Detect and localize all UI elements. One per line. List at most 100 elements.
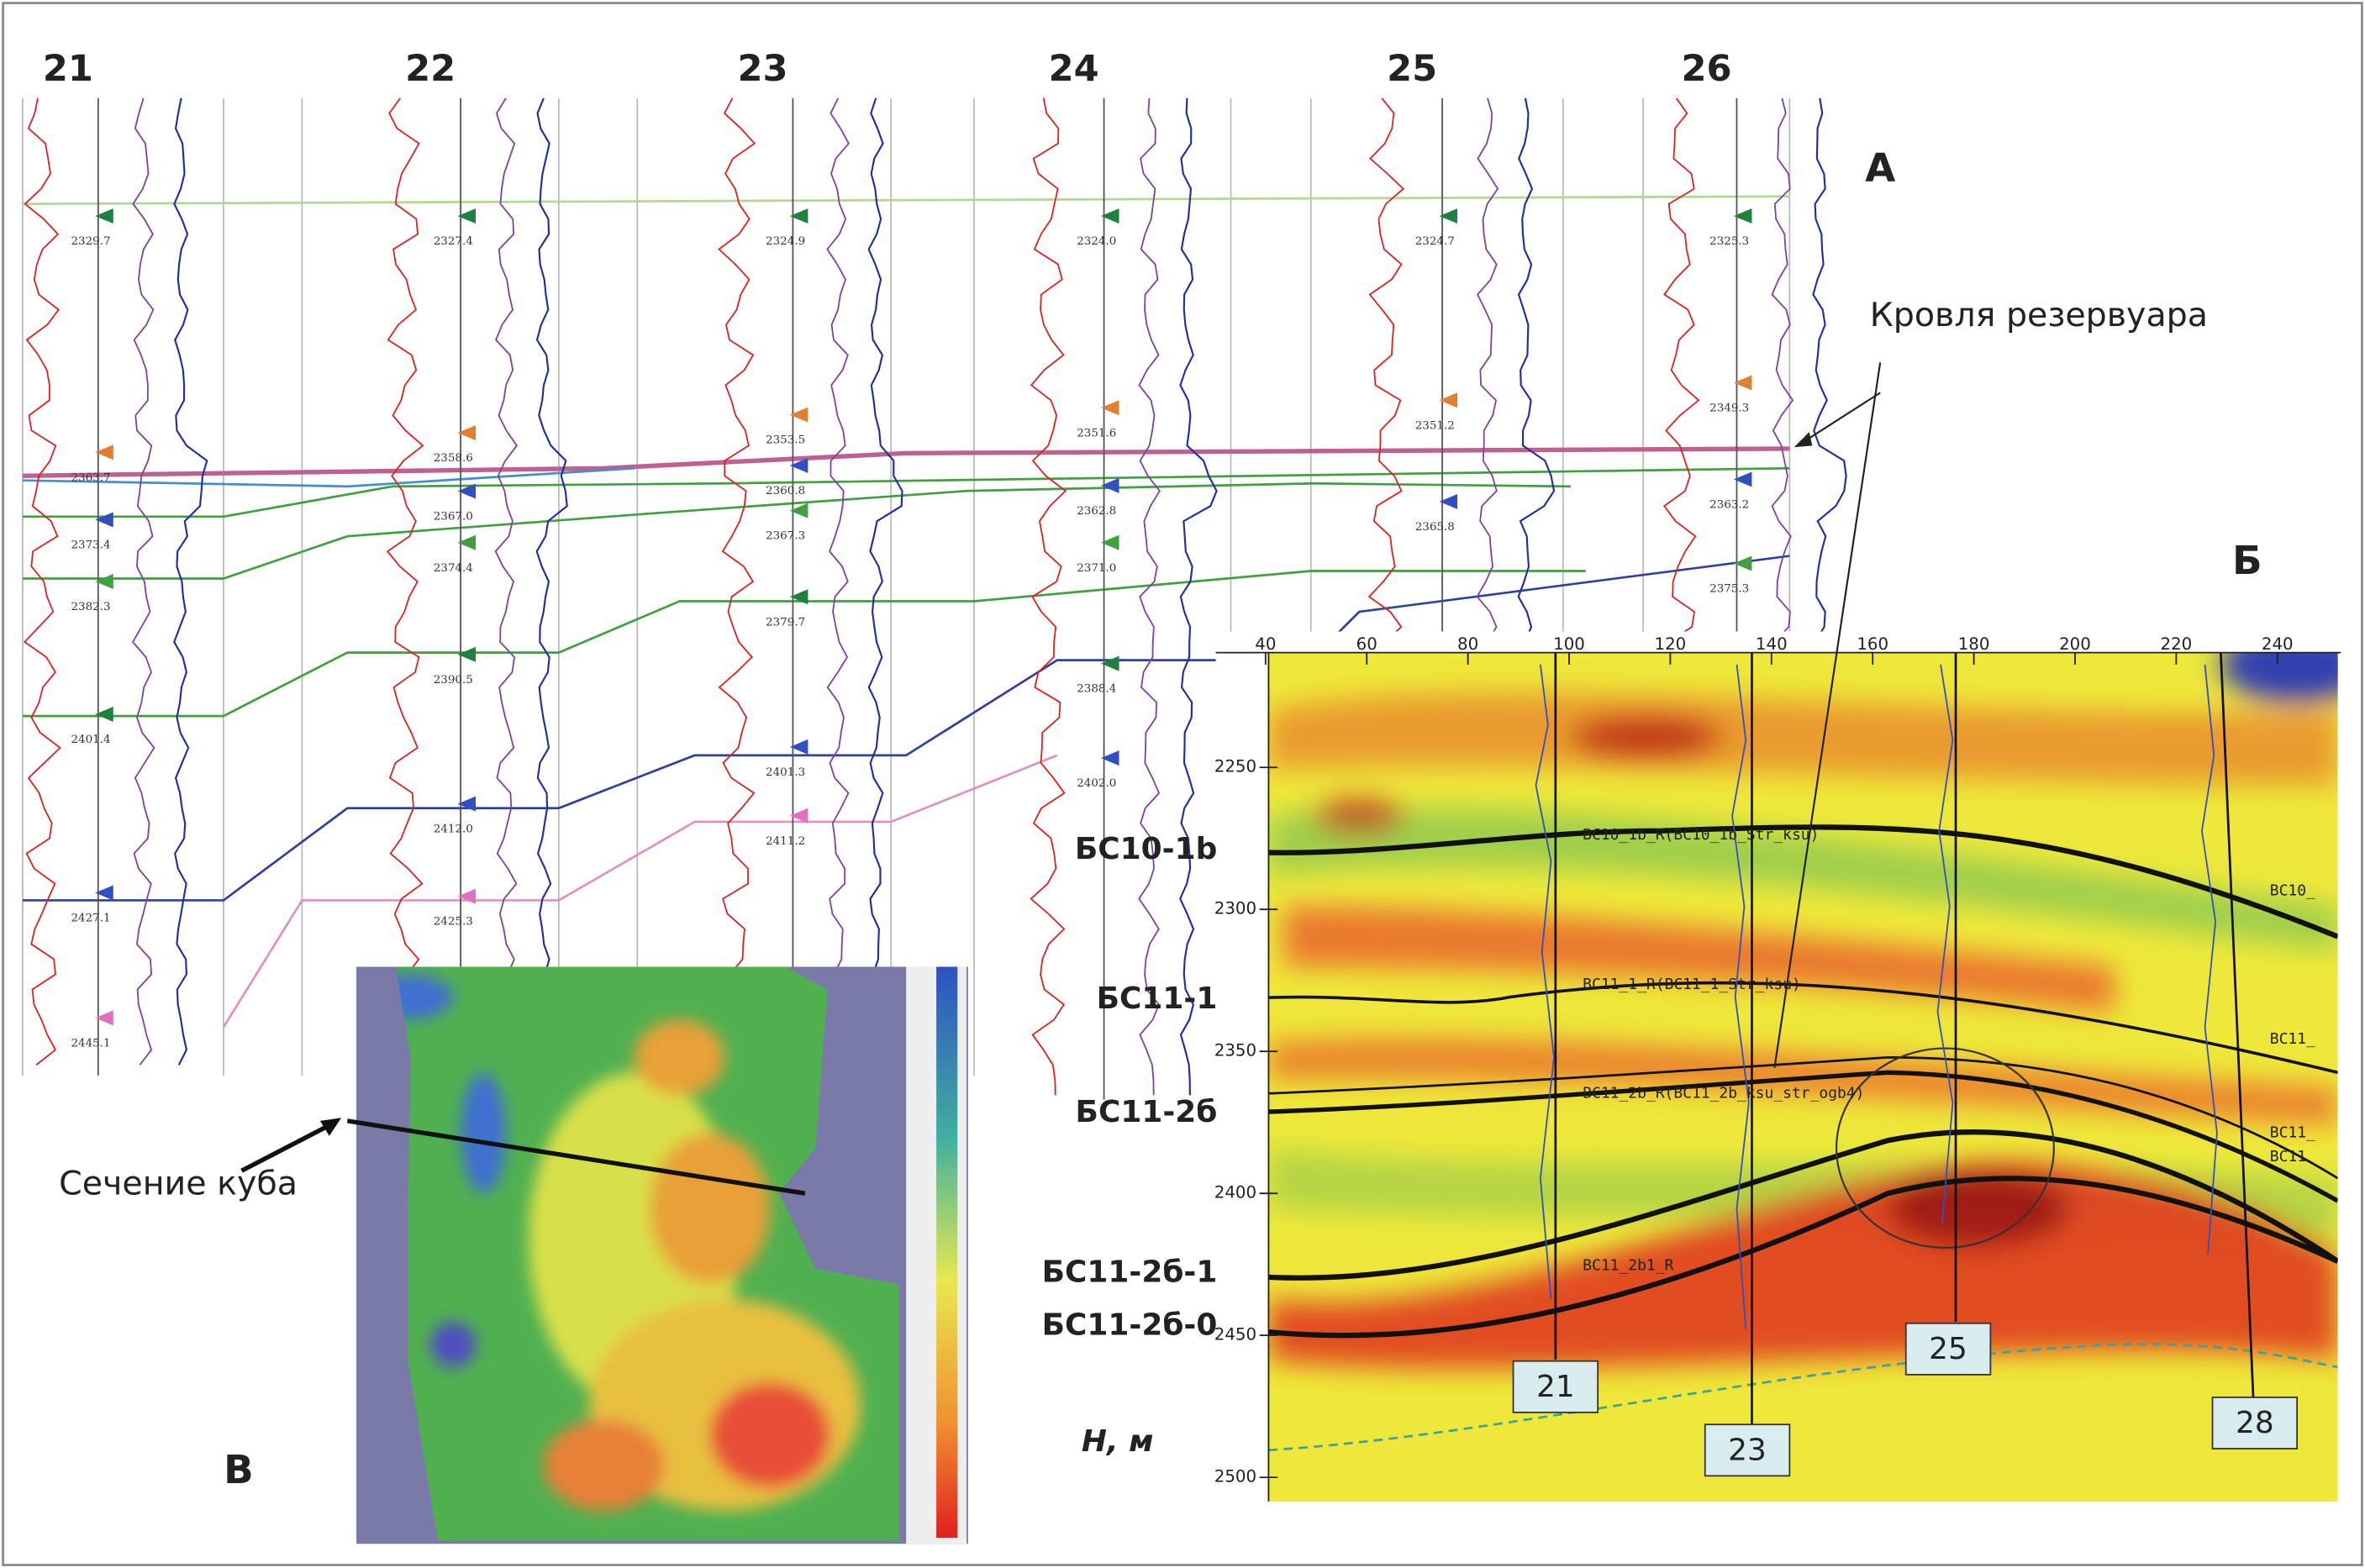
x-tick-label: 80 [1457,634,1478,654]
top-marker [1733,375,1752,391]
top-depth: 2353.5 [766,434,805,447]
top-marker [1733,208,1752,224]
horizon-label: БС11-2б-1 [1042,1255,1218,1289]
top-marker [1100,655,1119,671]
top-depth: 2362.8 [1077,504,1116,518]
top-depth: 2401.3 [766,766,805,779]
x-tick-label: 100 [1553,634,1585,654]
top-marker [457,796,477,812]
well-tag: 23 [1728,1434,1767,1468]
annotation: Кровля резервуара [1870,296,2208,334]
top-depth: 2427.1 [71,912,110,925]
top-marker [789,208,809,224]
colorbar [936,966,958,1539]
top-marker [1439,493,1458,509]
top-depth: 2382.3 [71,600,110,613]
top-depth: 2388.4 [1077,682,1116,696]
x-tick-label: 180 [1958,634,1990,654]
top-depth: 2351.2 [1415,418,1455,432]
top-marker [1439,208,1458,224]
log-curve [1179,97,1218,1096]
y-tick-label: 2400 [1214,1183,1256,1202]
correlation-line [22,195,1790,206]
correlation-line [22,570,1586,718]
top-depth: 2425.3 [434,915,473,929]
top-marker [457,425,477,441]
horizon-lines [1268,824,2338,1339]
top-marker [789,502,809,518]
log-curve [132,97,155,1066]
map-panel [240,966,968,1544]
top-depth: 2351.6 [1077,426,1116,439]
top-marker [95,885,113,901]
top-depth: 2358.6 [434,451,473,465]
log-curve [826,97,850,975]
horizon-tag: BC10_1b_R(BC10_1b_Str_ksu) [1583,826,1819,844]
horizon-label: БС11-2б-0 [1042,1308,1218,1342]
log-curve [173,97,208,1066]
well-tag-box [1904,1322,1992,1376]
well-tag: 28 [2236,1406,2274,1440]
top-depth: 2367.3 [766,529,805,543]
horizon-tag: BC11_2b1_R [1583,1256,1673,1274]
x-tick-label: 160 [1857,634,1888,654]
correlation-line [22,466,635,488]
edge-tag: BC10_ [2270,882,2315,900]
log-curve [494,97,518,1066]
top-depth: 2360.8 [766,484,805,497]
axis-label: H, м [1082,1424,1154,1459]
top-marker [789,589,809,605]
top-depth: 2373.4 [71,538,110,551]
horizon-label: БС10-1b [1075,832,1217,866]
well-number: 23 [737,48,787,90]
top-depth: 2324.7 [1415,234,1455,248]
x-tick-label: 60 [1356,634,1377,654]
top-marker [1733,471,1752,487]
top-marker [457,483,477,499]
top-marker [95,445,113,460]
horizon-tag: BC11_1_R(BC11_1_Str_ksu) [1583,976,1801,993]
well-logs [1535,664,2218,1330]
top-marker [1733,555,1752,571]
x-tick-label: 240 [2262,634,2294,654]
top-marker [789,808,809,823]
top-depth: 2324.0 [1077,234,1116,248]
well-tag: 25 [1929,1332,1967,1366]
well-paths [1554,652,2255,1428]
x-tick-label: 40 [1255,634,1276,654]
log-curve [867,97,903,975]
top-marker [1100,400,1119,416]
correlation-line [22,446,1790,478]
well-correlation-panel: 21 2329.7 2363.7 2373.4 2382.3 2401.4 2427.1 24… [22,48,1847,1100]
log-curve [718,97,756,976]
log-curve [535,97,568,1066]
top-marker [95,706,113,722]
log-curve [1138,97,1161,1096]
well-tag-box [1704,1423,1791,1477]
y-tick-label: 2450 [1214,1325,1256,1344]
top-marker [457,534,477,550]
top-marker [789,457,809,473]
x-tick-label: 200 [2059,634,2091,654]
top-depth: 2367.0 [434,510,473,524]
horizon-label: БС11-2б [1076,1095,1218,1129]
panel-label: А [1865,146,1895,192]
top-marker [1100,208,1119,224]
arrow-head [319,1118,342,1136]
top-marker [95,208,113,224]
top-depth: 2374.4 [434,561,473,575]
seismic-section [1215,631,2341,1508]
section-line [346,1118,806,1196]
edge-tag: BC11_ [2270,1030,2315,1048]
annotation: Сечение куба [59,1165,298,1203]
top-marker [1439,392,1458,408]
horizon-label: БС11-1 [1097,981,1218,1016]
log-curve [23,97,61,1066]
edge-tag: BC11 [2270,1148,2306,1165]
horizon-tag: BC11_2b_R(BC11_2b_ksu_str_ogb4) [1583,1085,1864,1102]
edge-tag: BC11_ [2270,1123,2315,1141]
top-depth: 2371.0 [1077,561,1116,575]
log-curve [386,97,424,1066]
top-marker [1100,477,1119,493]
